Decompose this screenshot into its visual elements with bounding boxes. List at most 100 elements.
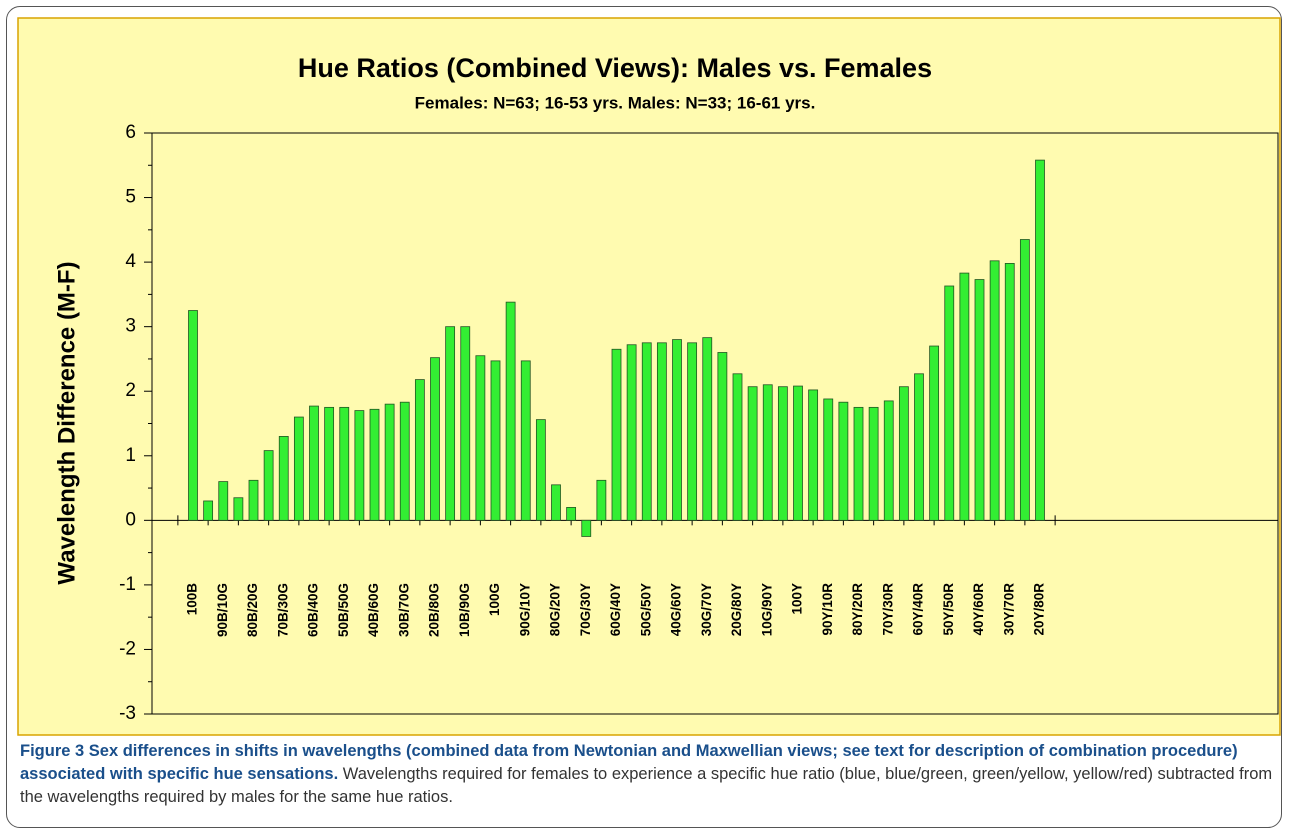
x-tick-label: 50G/50Y <box>638 583 653 636</box>
y-tick-label: 5 <box>125 187 136 208</box>
bar <box>551 484 561 521</box>
bar <box>808 389 819 521</box>
plot-area <box>151 132 1279 715</box>
bar <box>702 337 713 521</box>
x-tick-label: 80B/20G <box>245 583 260 637</box>
x-tick-label: 30G/70Y <box>699 583 714 636</box>
x-tick-label: 80G/20Y <box>548 583 563 636</box>
y-axis-label: Wavelength Difference (M-F) <box>53 261 80 584</box>
bar <box>959 272 970 521</box>
bar <box>732 373 743 521</box>
figure-frame <box>6 6 1282 828</box>
x-tick-label: 100Y <box>790 583 805 615</box>
bar <box>1035 159 1045 521</box>
x-tick-label: 40G/60Y <box>669 583 684 636</box>
bar <box>929 345 940 521</box>
x-tick-label: 40B/60G <box>366 583 381 637</box>
y-tick-label: -1 <box>119 574 136 595</box>
bar <box>944 285 955 521</box>
bar <box>974 279 985 521</box>
caption-bold: Figure 3 Sex differences in shifts in wa… <box>20 742 1238 783</box>
x-tick-label: 100B <box>185 583 200 616</box>
bar <box>823 398 834 521</box>
bar <box>626 344 637 521</box>
x-tick-label: 20Y/80R <box>1032 583 1047 636</box>
bar <box>611 348 622 521</box>
bar <box>384 403 395 521</box>
x-tick-label: 40Y/60R <box>971 583 986 636</box>
bar <box>475 355 486 521</box>
bar <box>762 384 773 521</box>
bar <box>369 408 380 521</box>
bar <box>293 416 304 521</box>
bar <box>566 507 577 521</box>
x-tick-label: 90B/10G <box>215 583 230 637</box>
bar <box>218 481 229 521</box>
x-tick-label: 20B/80G <box>427 583 442 637</box>
bar <box>777 386 788 521</box>
x-tick-label: 50B/50G <box>336 583 351 637</box>
x-tick-label: 20G/80Y <box>729 583 744 636</box>
y-tick-label: -2 <box>119 638 136 659</box>
chart-subtitle: Females: N=63; 16-53 yrs. Males: N=33; 1… <box>415 93 816 112</box>
bar <box>581 519 592 537</box>
bar <box>793 385 803 521</box>
bar <box>324 406 335 521</box>
bar <box>309 405 319 521</box>
bar <box>989 260 1000 521</box>
bar <box>445 326 456 521</box>
bar <box>641 342 652 521</box>
bar <box>868 406 879 521</box>
bar <box>914 373 924 521</box>
bar <box>354 410 365 521</box>
bar <box>535 419 546 521</box>
bar <box>505 301 516 521</box>
x-tick-label: 30B/70G <box>396 583 411 637</box>
x-tick-label: 70Y/30R <box>880 583 895 636</box>
bar <box>430 357 440 521</box>
x-tick-label: 60G/40Y <box>608 583 623 636</box>
bar <box>1019 239 1030 521</box>
x-tick-label: 70G/30Y <box>578 583 593 636</box>
bar <box>687 342 698 521</box>
bar <box>747 386 758 521</box>
x-tick-label: 80Y/20R <box>850 583 865 636</box>
x-tick-label: 10G/90Y <box>759 583 774 636</box>
bar <box>188 310 198 521</box>
y-tick-label: 6 <box>125 122 136 143</box>
x-tick-label: 70B/30G <box>275 583 290 637</box>
y-tick-label: 1 <box>125 445 136 466</box>
x-tick-label: 60Y/40R <box>911 583 926 636</box>
bar <box>399 401 410 521</box>
bar <box>717 352 728 521</box>
x-tick-label: 30Y/70R <box>1001 583 1016 636</box>
x-tick-label: 90Y/10R <box>820 583 835 636</box>
bar <box>898 386 909 521</box>
y-tick-label: -3 <box>119 703 136 724</box>
chart-title: Hue Ratios (Combined Views): Males vs. F… <box>298 53 932 83</box>
bar <box>883 400 894 521</box>
bar <box>339 406 350 521</box>
x-tick-label: 60B/40G <box>306 583 321 637</box>
bar <box>838 401 849 521</box>
bar <box>672 339 682 521</box>
bar <box>520 360 531 521</box>
bar <box>596 479 607 521</box>
bar <box>203 500 214 521</box>
x-tick-label: 100G <box>487 583 502 616</box>
bar <box>490 360 501 521</box>
caption-text: Wavelengths required for females to expe… <box>20 765 1273 806</box>
y-tick-label: 3 <box>125 316 136 337</box>
bar <box>853 406 864 521</box>
y-tick-label: 2 <box>125 380 136 401</box>
bar <box>656 342 667 521</box>
caption: Figure 3 Sex differences in shifts in wa… <box>20 740 1275 809</box>
x-tick-label: 50Y/50R <box>941 583 956 636</box>
y-tick-label: 4 <box>125 251 136 272</box>
bar <box>1004 263 1015 521</box>
bar <box>278 436 289 521</box>
bar <box>414 379 425 521</box>
y-tick-label: 0 <box>125 509 136 530</box>
